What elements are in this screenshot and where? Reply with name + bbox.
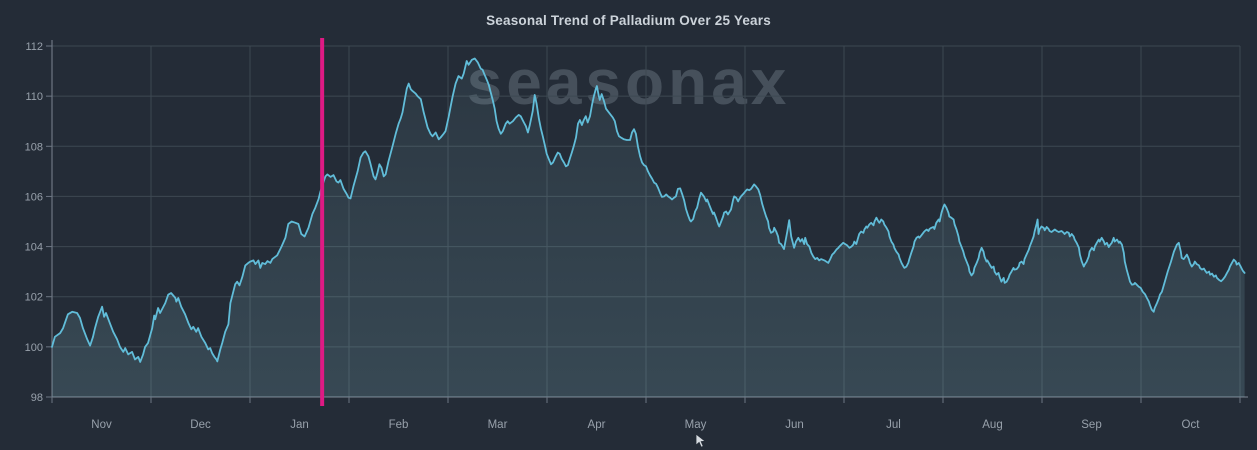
series-line xyxy=(51,57,1246,363)
y-tick-label: 102 xyxy=(25,292,43,304)
month-label: Nov xyxy=(91,419,112,431)
month-label: May xyxy=(685,419,707,431)
y-tick-label: 100 xyxy=(25,342,43,354)
y-tick-label: 98 xyxy=(31,392,43,404)
chart-title: Seasonal Trend of Palladium Over 25 Year… xyxy=(486,13,771,28)
month-label: Jan xyxy=(290,419,309,431)
series-area-fill xyxy=(52,58,1245,397)
month-label: Apr xyxy=(588,419,606,431)
month-label: Jun xyxy=(785,419,804,431)
month-label: Jul xyxy=(886,419,901,431)
month-label: Oct xyxy=(1182,419,1201,431)
y-tick-label: 110 xyxy=(25,91,43,103)
month-label: Aug xyxy=(982,419,1002,431)
y-tick-label: 104 xyxy=(25,242,43,254)
month-label: Feb xyxy=(389,419,409,431)
month-label: Sep xyxy=(1081,419,1101,431)
month-label: Mar xyxy=(488,419,508,431)
y-tick-label: 106 xyxy=(25,191,43,203)
month-label: Dec xyxy=(190,419,211,431)
y-tick-label: 108 xyxy=(25,141,43,153)
y-tick-label: 112 xyxy=(25,41,43,53)
